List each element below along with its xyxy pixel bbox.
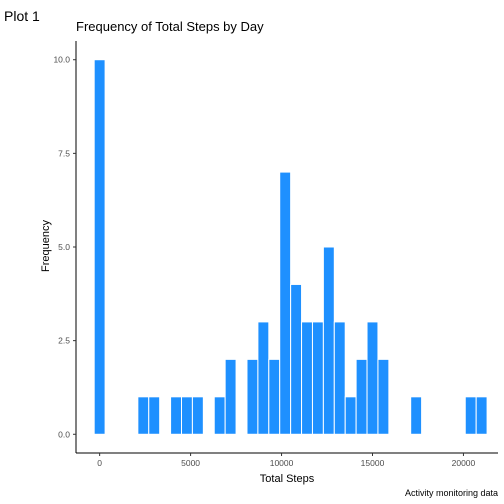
x-axis: 0 5000 10000 15000 20000 bbox=[76, 452, 498, 468]
x-tick-label: 0 bbox=[97, 458, 102, 468]
x-tick-label: 20000 bbox=[452, 458, 476, 468]
histogram-bar bbox=[377, 358, 390, 435]
histogram-bar bbox=[213, 396, 226, 435]
x-tick-label: 5000 bbox=[181, 458, 200, 468]
y-tick-label: 7.5 bbox=[58, 148, 70, 158]
histogram-bar bbox=[355, 358, 368, 435]
histogram-bar bbox=[257, 321, 270, 435]
y-axis-title: Frequency bbox=[40, 220, 52, 272]
x-tick-label: 10000 bbox=[270, 458, 294, 468]
y-axis: 0.0 2.5 5.0 7.5 10.0 bbox=[53, 41, 77, 453]
histogram-bar bbox=[93, 59, 106, 435]
x-tick-label: 15000 bbox=[361, 458, 385, 468]
histogram-bar bbox=[366, 321, 379, 435]
histogram-bar bbox=[410, 396, 423, 435]
x-axis-title: Total Steps bbox=[260, 473, 315, 485]
histogram-bar bbox=[279, 171, 292, 435]
chart-caption: Activity monitoring data bbox=[405, 488, 498, 498]
y-tick-label: 2.5 bbox=[58, 336, 70, 346]
histogram-bar bbox=[301, 321, 313, 435]
histogram-bar bbox=[344, 396, 357, 435]
histogram-bar bbox=[268, 358, 281, 435]
histogram-bar bbox=[191, 396, 204, 435]
histogram-bar bbox=[333, 321, 346, 435]
histogram-bar bbox=[464, 396, 477, 435]
chart-title: Frequency of Total Steps by Day bbox=[76, 19, 264, 34]
histogram-bar bbox=[322, 246, 335, 435]
histogram-bar bbox=[137, 396, 150, 435]
histogram-bar bbox=[475, 396, 488, 435]
histogram-bar bbox=[148, 396, 161, 435]
bars-group bbox=[93, 59, 488, 435]
plot-tag: Plot 1 bbox=[4, 8, 40, 24]
y-tick-label: 10.0 bbox=[53, 55, 70, 65]
histogram-bar bbox=[181, 396, 193, 435]
histogram-bar bbox=[246, 358, 259, 435]
histogram-bar bbox=[290, 283, 303, 435]
y-tick-label: 0.0 bbox=[58, 429, 70, 439]
histogram-bar bbox=[311, 321, 324, 435]
histogram-bar bbox=[224, 358, 237, 435]
y-tick-label: 5.0 bbox=[58, 242, 70, 252]
histogram-bar bbox=[170, 396, 183, 435]
